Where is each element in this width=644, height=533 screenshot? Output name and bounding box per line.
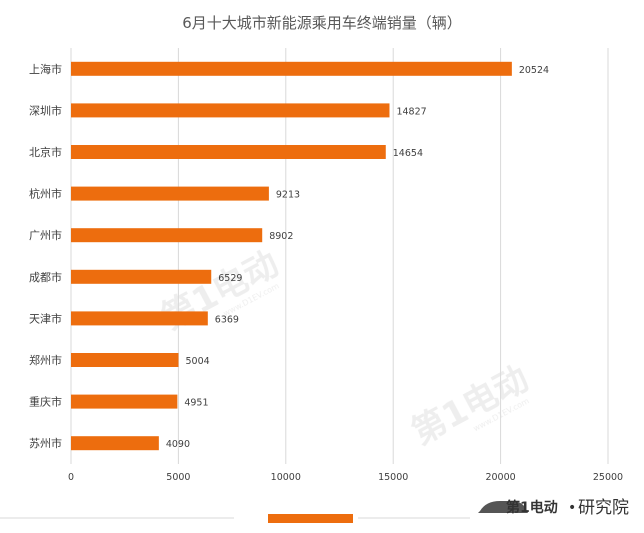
bar <box>71 269 212 284</box>
footer-logo-text: 第1电动 <box>506 499 558 516</box>
category-label: 重庆市 <box>29 395 62 409</box>
bar <box>71 311 208 326</box>
category-label: 深圳市 <box>29 103 62 117</box>
data-label: 4090 <box>166 439 190 450</box>
data-label: 6369 <box>215 314 239 325</box>
car-logo-icon <box>478 501 528 513</box>
bar <box>71 228 263 243</box>
footer-brand: 第1电动 • 研究院 <box>478 498 629 518</box>
category-label: 北京市 <box>29 145 62 159</box>
category-label: 郑州市 <box>29 353 62 367</box>
bar <box>71 103 390 118</box>
x-tick-label: 10000 <box>271 472 301 483</box>
data-label: 20524 <box>519 65 549 76</box>
legend-swatch <box>268 514 353 523</box>
category-label: 成都市 <box>29 270 62 284</box>
bar <box>71 436 159 451</box>
bar <box>71 145 386 159</box>
bar <box>71 61 512 76</box>
bar <box>71 353 179 367</box>
category-label: 天津市 <box>29 311 62 325</box>
data-label: 9213 <box>276 190 300 201</box>
chart-title: 6月十大城市新能源乘用车终端销量（辆） <box>182 14 462 32</box>
watermark-logo: 第1电动 www.D1EV.com 第1电动 www.D1EV.com <box>155 244 535 453</box>
data-label: 8902 <box>269 231 293 242</box>
x-tick-label: 15000 <box>378 472 408 483</box>
x-tick-label: 25000 <box>593 472 623 483</box>
footer-dot: • <box>568 500 576 516</box>
x-tick-label: 5000 <box>166 472 190 483</box>
x-tick-labels: 0 5000 10000 15000 20000 25000 <box>68 472 623 483</box>
data-label: 5004 <box>185 356 209 367</box>
data-label: 4951 <box>184 398 208 409</box>
category-label: 上海市 <box>29 62 62 76</box>
footer-label: 研究院 <box>578 498 629 518</box>
data-label: 6529 <box>218 273 242 284</box>
bars <box>71 61 512 451</box>
x-tick-label: 0 <box>68 472 74 483</box>
data-labels: 20524 14827 14654 9213 8902 6529 6369 5004 4951 4… <box>166 65 549 450</box>
x-tick-label: 20000 <box>485 472 515 483</box>
category-label: 杭州市 <box>29 187 62 201</box>
bar <box>71 394 178 409</box>
category-label: 苏州市 <box>29 436 62 450</box>
data-label: 14654 <box>393 148 423 159</box>
category-label: 广州市 <box>29 228 62 242</box>
bar <box>71 186 269 201</box>
data-label: 14827 <box>396 106 426 117</box>
